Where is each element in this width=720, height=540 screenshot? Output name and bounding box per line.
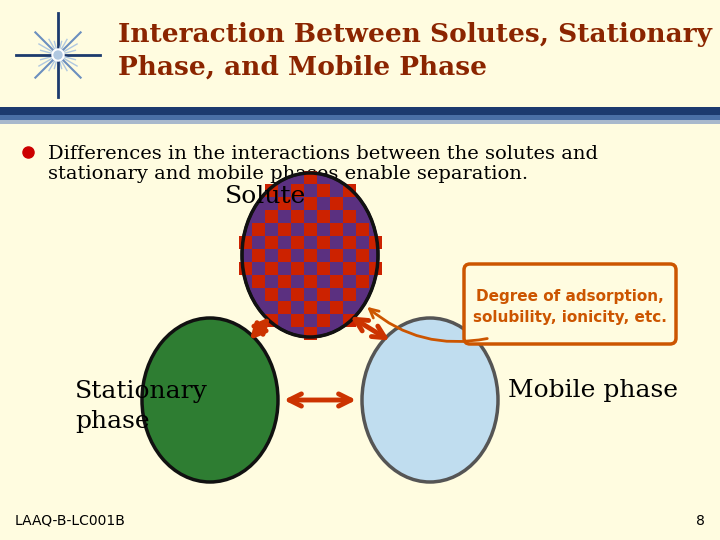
Bar [317, 235, 330, 248]
Text: 8: 8 [696, 514, 705, 528]
Bar [317, 314, 330, 327]
FancyBboxPatch shape [464, 264, 676, 344]
Text: Differences in the interactions between the solutes and: Differences in the interactions between … [48, 145, 598, 163]
Bar [0, 120, 720, 124]
Ellipse shape [142, 318, 278, 482]
Bar [264, 287, 277, 300]
Bar [264, 261, 277, 274]
Bar [317, 261, 330, 274]
Bar [317, 287, 330, 300]
Bar [277, 300, 290, 314]
Bar [304, 222, 317, 235]
Bar [277, 222, 290, 235]
Bar [277, 197, 290, 210]
Bar [317, 184, 330, 197]
Bar [0, 107, 720, 115]
Bar [251, 274, 264, 287]
Ellipse shape [362, 318, 498, 482]
Bar [330, 222, 343, 235]
Bar [356, 274, 369, 287]
Bar [290, 314, 304, 327]
Bar [343, 314, 356, 327]
Text: Degree of adsorption,
solubility, ionicity, etc.: Degree of adsorption, solubility, ionici… [473, 289, 667, 325]
Bar [264, 184, 277, 197]
Text: Stationary
phase: Stationary phase [75, 380, 208, 433]
Bar [343, 235, 356, 248]
Ellipse shape [242, 173, 378, 337]
Bar [343, 287, 356, 300]
Bar [290, 184, 304, 197]
Bar [251, 222, 264, 235]
Bar [304, 197, 317, 210]
Text: Solute: Solute [225, 185, 306, 208]
Bar [343, 184, 356, 197]
Bar [343, 261, 356, 274]
Bar [264, 210, 277, 222]
Bar [343, 210, 356, 222]
Text: Interaction Between Solutes, Stationary: Interaction Between Solutes, Stationary [118, 22, 712, 47]
Bar [251, 248, 264, 261]
Circle shape [54, 51, 62, 59]
Bar [290, 210, 304, 222]
Bar [330, 274, 343, 287]
Bar [330, 248, 343, 261]
Bar [304, 274, 317, 287]
Bar [290, 261, 304, 274]
Bar [304, 171, 317, 184]
Text: Mobile phase: Mobile phase [508, 379, 678, 402]
Bar [369, 261, 382, 274]
Bar [304, 248, 317, 261]
Text: stationary and mobile phases enable separation.: stationary and mobile phases enable sepa… [48, 165, 528, 183]
Bar [369, 235, 382, 248]
Bar [356, 222, 369, 235]
Bar [317, 210, 330, 222]
Bar [330, 197, 343, 210]
Bar [304, 300, 317, 314]
Bar [264, 235, 277, 248]
Bar [304, 327, 317, 340]
Bar [277, 248, 290, 261]
Bar [356, 248, 369, 261]
Bar [290, 235, 304, 248]
Bar [0, 115, 720, 120]
Text: LAAQ-B-LC001B: LAAQ-B-LC001B [15, 514, 126, 528]
Bar [264, 314, 277, 327]
Bar [277, 274, 290, 287]
Bar [238, 235, 251, 248]
Bar [238, 261, 251, 274]
Text: Phase, and Mobile Phase: Phase, and Mobile Phase [118, 55, 487, 80]
Bar [0, 0, 720, 107]
Circle shape [52, 49, 64, 61]
Bar [330, 300, 343, 314]
Bar [290, 287, 304, 300]
